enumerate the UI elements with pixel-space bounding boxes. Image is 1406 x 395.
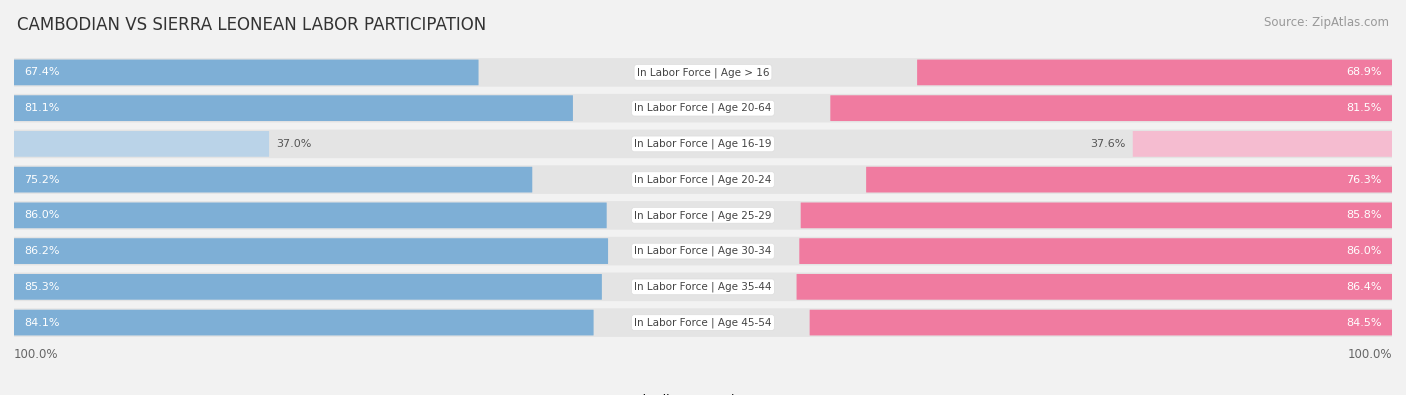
FancyBboxPatch shape [14,166,1392,194]
FancyBboxPatch shape [14,274,602,300]
Text: 85.8%: 85.8% [1346,211,1382,220]
Text: 100.0%: 100.0% [1347,348,1392,361]
Text: 84.1%: 84.1% [24,318,60,327]
FancyBboxPatch shape [14,131,269,157]
Text: 86.2%: 86.2% [24,246,60,256]
FancyBboxPatch shape [14,203,606,228]
FancyBboxPatch shape [917,60,1392,85]
Text: In Labor Force | Age 35-44: In Labor Force | Age 35-44 [634,282,772,292]
FancyBboxPatch shape [14,237,1392,265]
Text: In Labor Force | Age 45-54: In Labor Force | Age 45-54 [634,317,772,328]
FancyBboxPatch shape [14,60,478,85]
Text: 81.5%: 81.5% [1346,103,1382,113]
Text: 37.6%: 37.6% [1091,139,1126,149]
Text: In Labor Force | Age 25-29: In Labor Force | Age 25-29 [634,210,772,221]
FancyBboxPatch shape [866,167,1392,192]
FancyBboxPatch shape [797,274,1392,300]
FancyBboxPatch shape [14,58,1392,87]
Text: In Labor Force | Age > 16: In Labor Force | Age > 16 [637,67,769,78]
Text: 76.3%: 76.3% [1346,175,1382,184]
FancyBboxPatch shape [14,308,1392,337]
FancyBboxPatch shape [14,201,1392,229]
FancyBboxPatch shape [14,167,533,192]
Text: Source: ZipAtlas.com: Source: ZipAtlas.com [1264,16,1389,29]
Text: 67.4%: 67.4% [24,68,60,77]
Text: 84.5%: 84.5% [1346,318,1382,327]
FancyBboxPatch shape [831,95,1392,121]
Text: In Labor Force | Age 20-24: In Labor Force | Age 20-24 [634,174,772,185]
FancyBboxPatch shape [800,238,1392,264]
Text: In Labor Force | Age 30-34: In Labor Force | Age 30-34 [634,246,772,256]
Text: 100.0%: 100.0% [14,348,59,361]
Legend: Cambodian, Sierra Leonean: Cambodian, Sierra Leonean [589,394,817,395]
Text: 68.9%: 68.9% [1346,68,1382,77]
Text: In Labor Force | Age 16-19: In Labor Force | Age 16-19 [634,139,772,149]
Text: 85.3%: 85.3% [24,282,60,292]
FancyBboxPatch shape [14,95,572,121]
Text: 81.1%: 81.1% [24,103,60,113]
FancyBboxPatch shape [14,94,1392,122]
FancyBboxPatch shape [14,310,593,335]
FancyBboxPatch shape [14,130,1392,158]
Text: In Labor Force | Age 20-64: In Labor Force | Age 20-64 [634,103,772,113]
Text: CAMBODIAN VS SIERRA LEONEAN LABOR PARTICIPATION: CAMBODIAN VS SIERRA LEONEAN LABOR PARTIC… [17,16,486,34]
Text: 86.0%: 86.0% [1346,246,1382,256]
Text: 37.0%: 37.0% [276,139,311,149]
FancyBboxPatch shape [14,273,1392,301]
FancyBboxPatch shape [14,238,607,264]
Text: 86.0%: 86.0% [24,211,60,220]
FancyBboxPatch shape [810,310,1392,335]
FancyBboxPatch shape [800,203,1392,228]
Text: 75.2%: 75.2% [24,175,60,184]
FancyBboxPatch shape [1133,131,1392,157]
Text: 86.4%: 86.4% [1346,282,1382,292]
